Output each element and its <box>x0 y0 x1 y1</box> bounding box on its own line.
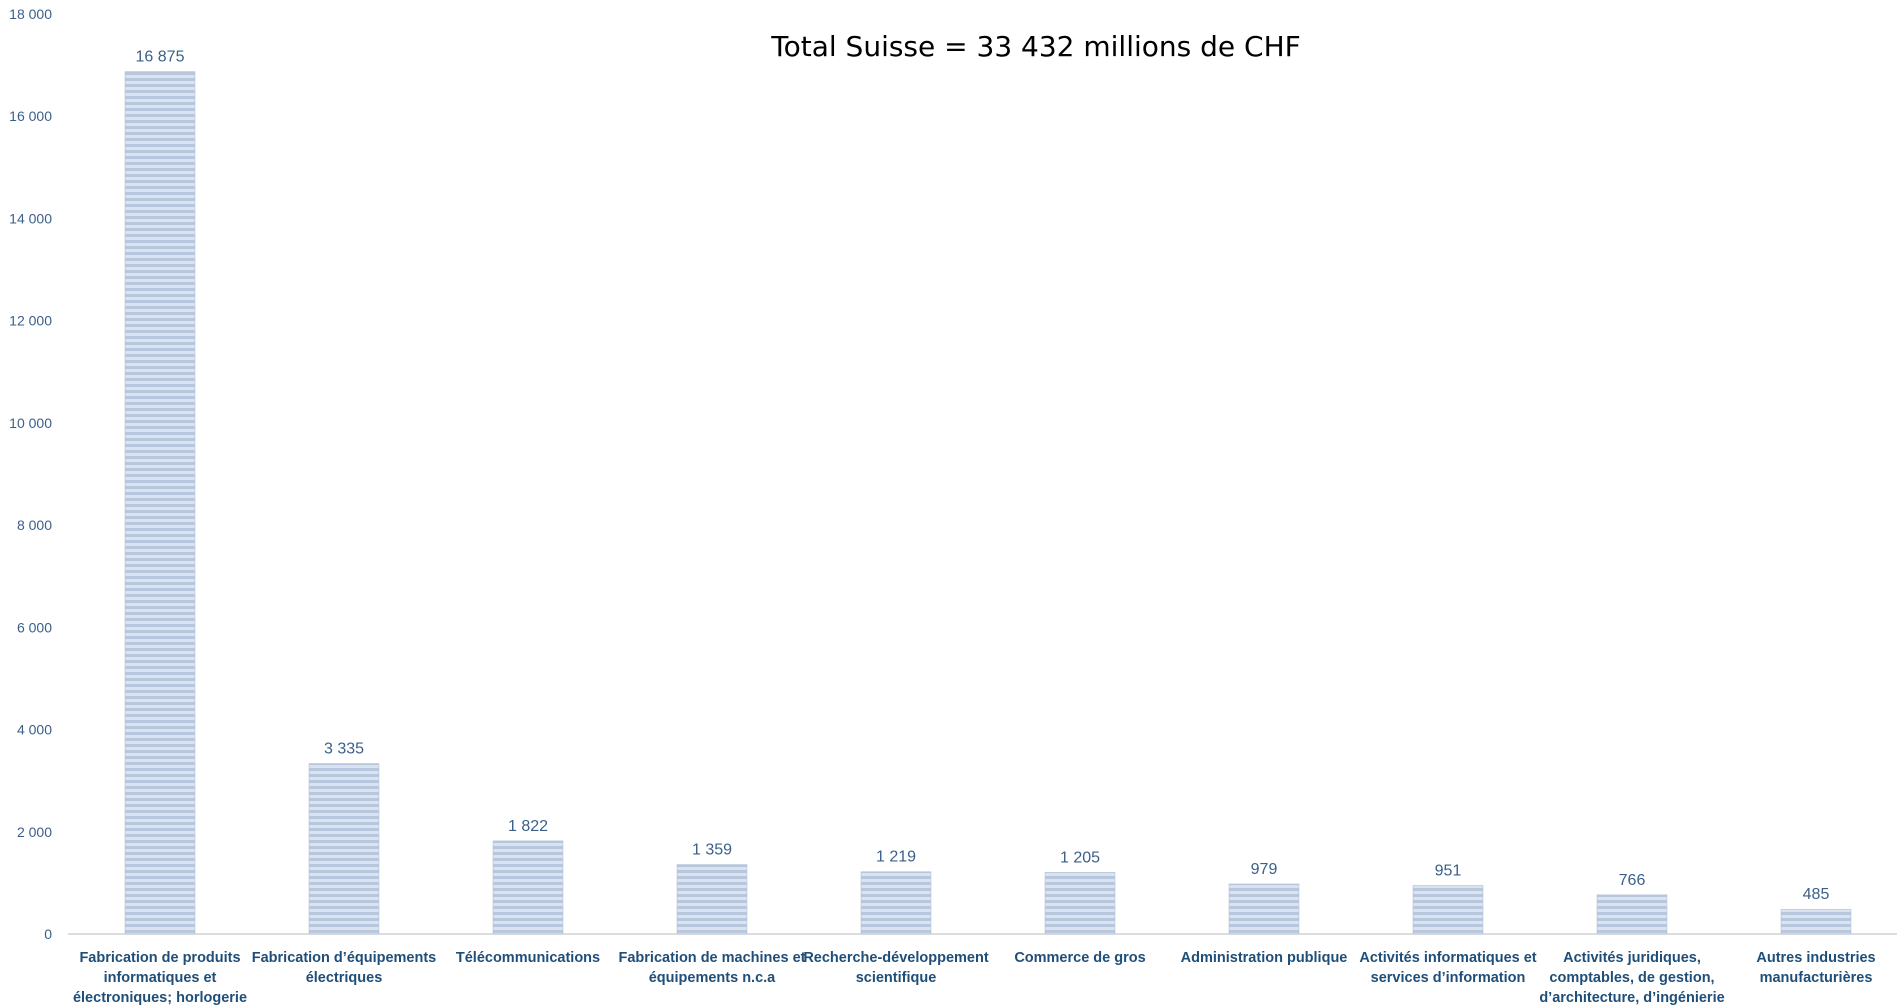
y-tick-label: 18 000 <box>9 6 52 22</box>
x-tick-label: Fabrication de produits informatiques et é… <box>73 950 247 1005</box>
x-tick-label: Commerce de gros <box>1014 950 1145 966</box>
bar <box>1780 908 1852 935</box>
x-tick-label-line: Autres industries <box>1756 950 1875 966</box>
bar <box>1228 883 1300 935</box>
data-label: 1 205 <box>1060 849 1100 866</box>
x-tick-label: Activités juridiques, comptables, de gest… <box>1539 950 1724 1005</box>
x-tick-label-line: Administration publique <box>1181 950 1348 966</box>
y-tick-label: 10 000 <box>9 415 52 431</box>
bar <box>124 71 196 935</box>
y-tick-label: 14 000 <box>9 210 52 226</box>
x-tick-label: Activités informatiques et services d’inf… <box>1359 950 1536 986</box>
data-label: 1 359 <box>692 842 732 859</box>
x-tick-label: Autres industries manufacturières <box>1756 950 1875 986</box>
x-tick-label-line: scientifique <box>856 970 937 986</box>
y-tick-label: 12 000 <box>9 313 52 329</box>
data-label: 3 335 <box>324 741 364 758</box>
x-tick-label: Fabrication d’équipements électriques <box>252 950 437 986</box>
bar <box>860 871 932 935</box>
data-label: 951 <box>1435 862 1462 879</box>
x-tick-label: Recherche-développement scientifique <box>803 950 989 986</box>
data-label: 766 <box>1619 872 1646 889</box>
x-tick-label-line: électriques <box>306 970 383 986</box>
y-tick-label: 8 000 <box>17 517 52 533</box>
y-tick-label: 16 000 <box>9 108 52 124</box>
bar <box>308 763 380 935</box>
x-axis: Fabrication de produits informatiques et é… <box>73 950 1876 1005</box>
x-tick-label-line: comptables, de gestion, <box>1549 970 1714 986</box>
x-tick-label-line: électroniques; horlogerie <box>73 990 247 1005</box>
x-tick-label-line: Recherche-développement <box>803 950 989 966</box>
y-tick-label: 2 000 <box>17 824 52 840</box>
y-tick-label: 4 000 <box>17 722 52 738</box>
x-tick-label: Administration publique <box>1181 950 1348 966</box>
data-label: 979 <box>1251 861 1278 878</box>
x-tick-label-line: d’architecture, d’ingénierie <box>1539 990 1724 1005</box>
x-tick-label-line: Fabrication de machines et <box>619 950 806 966</box>
y-tick-label: 6 000 <box>17 619 52 635</box>
x-tick-label-line: Activités informatiques et <box>1359 950 1536 966</box>
y-axis: 0 2 000 4 000 6 000 8 000 10 000 12 000 14 000 1… <box>9 6 52 942</box>
x-tick-label-line: Activités juridiques, <box>1563 950 1701 966</box>
x-tick-label-line: Fabrication de produits <box>79 950 240 966</box>
x-tick-label-line: informatiques et <box>104 970 217 986</box>
bar <box>492 840 564 935</box>
data-label: 1 822 <box>508 818 548 835</box>
x-tick-label-line: manufacturières <box>1760 970 1873 986</box>
x-tick-label: Fabrication de machines et équipements n.… <box>619 950 806 986</box>
data-label: 16 875 <box>136 49 185 66</box>
x-tick-label-line: Fabrication d’équipements <box>252 950 437 966</box>
y-tick-label: 0 <box>44 926 52 942</box>
bar <box>676 864 748 935</box>
data-label: 485 <box>1803 886 1830 903</box>
bar <box>1596 894 1668 935</box>
x-tick-label-line: Commerce de gros <box>1014 950 1145 966</box>
x-tick-label-line: services d’information <box>1371 970 1526 986</box>
data-label: 1 219 <box>876 849 916 866</box>
chart-title: Total Suisse = 33 432 millions de CHF <box>770 30 1301 63</box>
x-tick-label-line: Télécommunications <box>456 950 600 966</box>
bar <box>1412 885 1484 935</box>
x-tick-label: Télécommunications <box>456 950 600 966</box>
bars: 16 875 3 335 1 822 1 359 1 219 1 205 979 951 766… <box>124 49 1852 935</box>
bar <box>1044 872 1116 935</box>
x-tick-label-line: équipements n.c.a <box>649 970 776 986</box>
